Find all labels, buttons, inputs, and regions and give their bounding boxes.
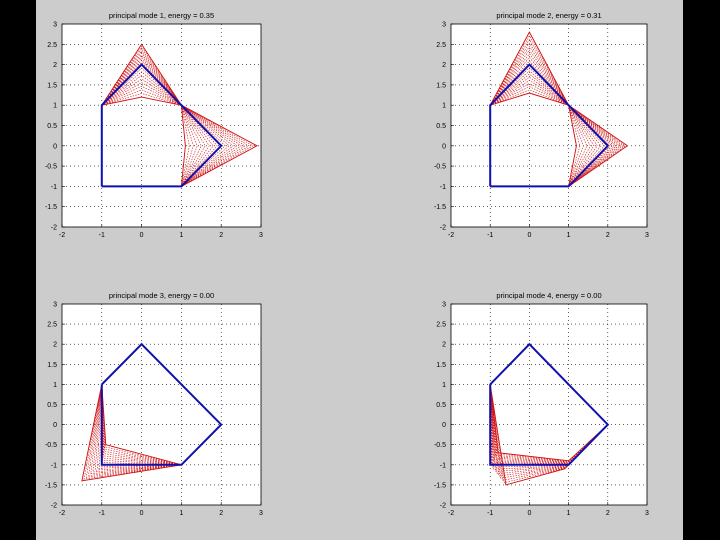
y-tick-label: 1.5 bbox=[436, 82, 446, 89]
mode-line-positive bbox=[88, 343, 222, 476]
subplot-title: principal mode 2, energy = 0.31 bbox=[496, 11, 601, 20]
y-tick-label: -0.5 bbox=[45, 164, 57, 171]
y-tick-label: 0 bbox=[442, 422, 446, 429]
y-tick-label: 1.5 bbox=[47, 82, 57, 89]
axes-box-1 bbox=[61, 23, 262, 228]
y-tick-label: 2.5 bbox=[47, 322, 57, 329]
y-tick-label: -1 bbox=[51, 462, 57, 469]
x-tick-label: -2 bbox=[448, 232, 454, 239]
y-tick-label: 0 bbox=[53, 143, 57, 150]
mode-line-positive bbox=[85, 343, 222, 478]
base-shape-line bbox=[100, 63, 223, 188]
y-tick-label: 0 bbox=[442, 143, 446, 150]
x-tick-label: 1 bbox=[567, 510, 571, 517]
y-tick-label: -2 bbox=[51, 225, 57, 232]
x-tick-label: 0 bbox=[140, 232, 144, 239]
y-tick-label: 2 bbox=[442, 62, 446, 69]
subplot-title: principal mode 4, energy = 0.00 bbox=[496, 291, 601, 300]
y-tick-label: 0.5 bbox=[436, 402, 446, 409]
y-tick-label: 2.5 bbox=[47, 42, 57, 49]
y-tick-label: 1 bbox=[53, 382, 57, 389]
subplot-title: principal mode 3, energy = 0.00 bbox=[109, 291, 214, 300]
y-tick-label: -1.5 bbox=[45, 204, 57, 211]
y-tick-label: 2.5 bbox=[436, 322, 446, 329]
x-tick-label: -2 bbox=[59, 510, 65, 517]
mode-line-positive bbox=[99, 343, 222, 467]
y-tick-label: 1 bbox=[53, 103, 57, 110]
y-tick-label: 0.5 bbox=[47, 123, 57, 130]
subplot-2: -2 -1 0 1 2 3 -2 -1.5 -1 -0.5 0 0.5 1 1.5 2 2.5 3 princip… bbox=[434, 11, 649, 239]
y-tick-label: 1.5 bbox=[47, 362, 57, 369]
x-tick-label: 1 bbox=[567, 232, 571, 239]
axes-box-4 bbox=[450, 303, 648, 506]
y-tick-label: 2.5 bbox=[436, 42, 446, 49]
x-tick-label: 2 bbox=[606, 510, 610, 517]
base-shape-line bbox=[100, 342, 223, 466]
x-tick-label: 2 bbox=[219, 510, 223, 517]
x-tick-label: 0 bbox=[527, 510, 531, 517]
axes-box-2 bbox=[450, 23, 648, 228]
mode-line-positive bbox=[90, 343, 222, 475]
x-tick-label: 2 bbox=[219, 232, 223, 239]
x-tick-label: 1 bbox=[179, 510, 183, 517]
axes-box-3 bbox=[61, 303, 262, 506]
y-tick-label: 0.5 bbox=[436, 123, 446, 130]
y-tick-label: 3 bbox=[53, 302, 57, 309]
y-tick-label: 2 bbox=[53, 62, 57, 69]
figure-canvas: -2 -1 0 1 2 3 -2 -1.5 -1 -0.5 0 0.5 1 1.5 2 2.5 3 princip… bbox=[45, 11, 649, 517]
x-tick-label: -1 bbox=[487, 510, 493, 517]
x-tick-label: 3 bbox=[259, 232, 263, 239]
subplot-4: -2 -1 0 1 2 3 -2 -1.5 -1 -0.5 0 0.5 1 1.5 2 2.5 3 princip… bbox=[434, 291, 649, 517]
y-tick-label: -1 bbox=[440, 462, 446, 469]
y-tick-label: 3 bbox=[53, 22, 57, 29]
y-tick-label: -1.5 bbox=[45, 482, 57, 489]
y-tick-label: 0.5 bbox=[47, 402, 57, 409]
base-shape-line bbox=[489, 342, 610, 466]
x-tick-label: -1 bbox=[487, 232, 493, 239]
subplot-3: -2 -1 0 1 2 3 -2 -1.5 -1 -0.5 0 0.5 1 1.5 2 2.5 3 princip… bbox=[45, 291, 263, 517]
y-tick-label: -0.5 bbox=[45, 442, 57, 449]
base-shape-line bbox=[489, 63, 610, 188]
y-tick-label: -1 bbox=[440, 184, 446, 191]
subplot-title: principal mode 1, energy = 0.35 bbox=[109, 11, 214, 20]
x-tick-label: -2 bbox=[59, 232, 65, 239]
y-tick-label: -1 bbox=[51, 184, 57, 191]
y-tick-label: -1.5 bbox=[434, 482, 446, 489]
x-tick-label: 0 bbox=[527, 232, 531, 239]
y-tick-label: -0.5 bbox=[434, 442, 446, 449]
x-tick-label: -1 bbox=[99, 232, 105, 239]
x-tick-label: 3 bbox=[645, 510, 649, 517]
x-tick-label: -2 bbox=[448, 510, 454, 517]
y-tick-label: 1.5 bbox=[436, 362, 446, 369]
y-tick-label: -2 bbox=[51, 503, 57, 510]
y-tick-label: 3 bbox=[442, 22, 446, 29]
x-tick-label: 3 bbox=[259, 510, 263, 517]
y-tick-label: 1 bbox=[442, 103, 446, 110]
y-tick-label: -1.5 bbox=[434, 204, 446, 211]
y-tick-label: -2 bbox=[440, 225, 446, 232]
y-tick-label: 1 bbox=[442, 382, 446, 389]
y-tick-label: -0.5 bbox=[434, 164, 446, 171]
subplot-1: -2 -1 0 1 2 3 -2 -1.5 -1 -0.5 0 0.5 1 1.5 2 2.5 3 princip… bbox=[45, 11, 263, 239]
figure-window: -2 -1 0 1 2 3 -2 -1.5 -1 -0.5 0 0.5 1 1.5 2 2.5 3 princip… bbox=[36, 0, 683, 540]
y-tick-label: -2 bbox=[440, 503, 446, 510]
x-tick-label: -1 bbox=[99, 510, 105, 517]
y-tick-label: 2 bbox=[442, 342, 446, 349]
y-tick-label: 2 bbox=[53, 342, 57, 349]
x-tick-label: 3 bbox=[645, 232, 649, 239]
mode-line-positive bbox=[83, 343, 222, 480]
y-tick-label: 3 bbox=[442, 302, 446, 309]
x-tick-label: 0 bbox=[140, 510, 144, 517]
x-tick-label: 1 bbox=[179, 232, 183, 239]
x-tick-label: 2 bbox=[606, 232, 610, 239]
y-tick-label: 0 bbox=[53, 422, 57, 429]
